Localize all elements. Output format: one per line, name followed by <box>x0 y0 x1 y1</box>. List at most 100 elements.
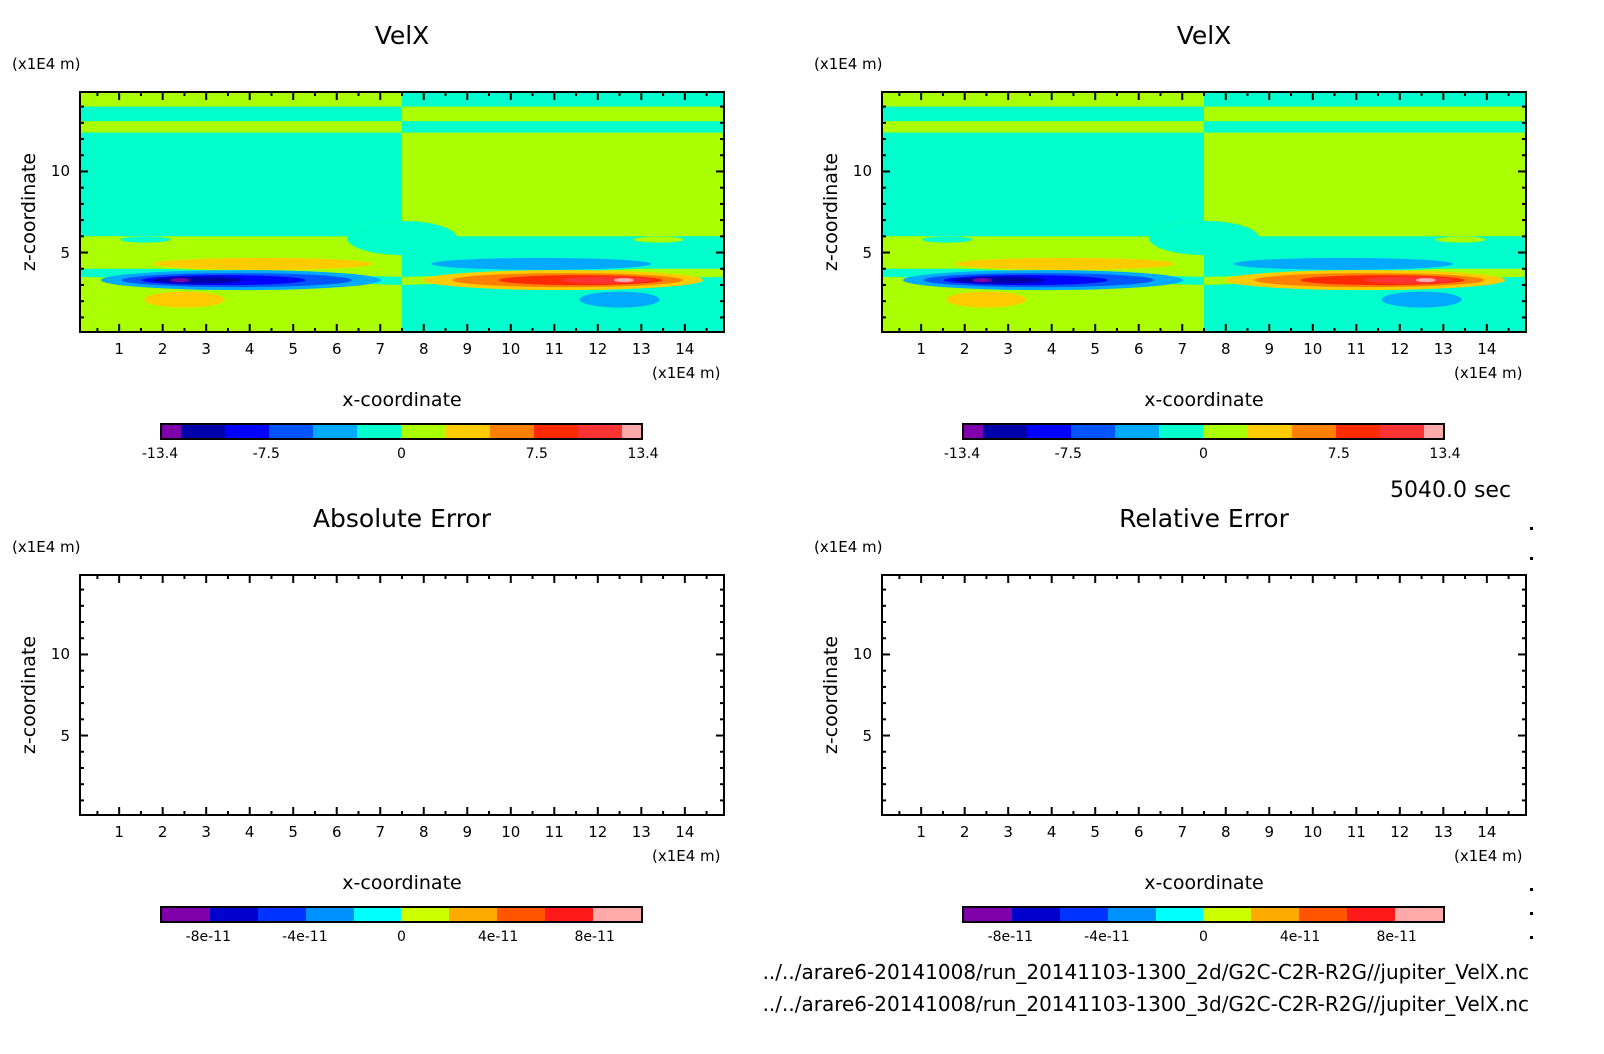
colorbar-tick-label: 4e-11 <box>1279 929 1321 945</box>
x-tick-label: 10 <box>1303 823 1323 841</box>
x-tick-label: 4 <box>1046 823 1057 841</box>
x-tick-label: 2 <box>157 823 168 841</box>
plot-frame <box>881 574 1527 816</box>
colorbar-segment <box>1395 908 1443 921</box>
contour-lobe <box>152 257 373 270</box>
x-tick-label: 1 <box>916 340 926 358</box>
x-tick-label: 8 <box>1220 340 1231 358</box>
colorbar-segment <box>162 425 181 438</box>
contour-lobe <box>144 291 225 308</box>
x-tick-label: 13 <box>1433 823 1453 841</box>
x-tick-label: 11 <box>1346 340 1366 358</box>
colorbar-segment <box>268 425 314 438</box>
z-tick-label: 10 <box>50 162 70 181</box>
colorbar-segment <box>1251 908 1300 921</box>
colorbar-segment <box>964 908 1012 921</box>
contour-band <box>402 293 724 332</box>
colorbar-tick-label: -4e-11 <box>1084 929 1130 945</box>
x-axis-unit: (x1E4 m) <box>652 364 721 382</box>
colorbar-segment <box>1011 908 1060 921</box>
plot-area <box>79 91 725 333</box>
plot-panel-relative-error: Relative Error (x1E4 m) z-coordinate (x1E4 … <box>802 483 1604 966</box>
colorbar-segment <box>257 908 306 921</box>
file-path-2d: ../../arare6-20141008/run_20141103-1300_… <box>762 960 1529 984</box>
x-tick-label: 10 <box>1303 340 1323 358</box>
colorbar-segment <box>224 425 269 438</box>
contour-lobe <box>431 257 652 270</box>
contour-band <box>1204 293 1526 332</box>
x-tick-label: 4 <box>1046 340 1057 358</box>
x-tick-label: 3 <box>1003 340 1013 358</box>
x-axis-label: x-coordinate <box>1144 389 1264 411</box>
colorbar-segment <box>1203 908 1252 921</box>
marker-dot <box>1530 912 1533 915</box>
colorbar-segment <box>1380 425 1425 438</box>
colorbar-segment <box>209 908 258 921</box>
x-tick-label: 5 <box>1090 340 1100 358</box>
x-tick-label: 11 <box>544 340 564 358</box>
x-tick-label: 5 <box>288 340 298 358</box>
colorbar-tick-label: -8e-11 <box>185 929 232 945</box>
x-tick-label: 7 <box>375 823 386 841</box>
x-tick-label: 2 <box>959 340 970 358</box>
contour-core <box>972 278 993 283</box>
colorbar-tick-label: 0 <box>1199 929 1208 945</box>
x-axis-label: x-coordinate <box>342 389 462 411</box>
contour-band <box>882 293 1204 332</box>
contour-core <box>170 278 191 283</box>
colorbar-tick-label: 4e-11 <box>477 929 519 945</box>
contour-core <box>561 276 652 284</box>
x-tick-label: 12 <box>588 340 608 358</box>
colorbar <box>160 423 643 440</box>
file-path-3d: ../../arare6-20141008/run_20141103-1300_… <box>762 992 1529 1016</box>
x-tick-label: 6 <box>331 340 342 358</box>
contour-lobe <box>946 291 1027 308</box>
x-axis-label: x-coordinate <box>1144 872 1264 894</box>
colorbar-segment <box>313 425 358 438</box>
colorbar-segment <box>357 425 402 438</box>
x-tick-label: 6 <box>1133 823 1144 841</box>
colorbar-tick-label: -7.5 <box>1054 446 1082 462</box>
marker-dot <box>1530 888 1533 891</box>
contour-core <box>954 276 1045 284</box>
z-tick-label: 5 <box>862 243 872 262</box>
colorbar-tick-label: 13.4 <box>627 446 659 462</box>
x-tick-label: 14 <box>675 340 695 358</box>
colorbar-segment <box>180 425 225 438</box>
x-tick-label: 14 <box>1477 823 1497 841</box>
x-tick-label: 8 <box>1220 823 1231 841</box>
contour-band <box>882 92 1204 107</box>
colorbar <box>160 906 643 923</box>
plot-panel-absolute-error: Absolute Error (x1E4 m) z-coordinate (x1E4 … <box>0 483 802 966</box>
contour-lobe <box>1381 291 1462 308</box>
colorbar-segment <box>1347 908 1396 921</box>
colorbar-segment <box>1107 908 1156 921</box>
x-tick-label: 13 <box>631 340 651 358</box>
x-tick-label: 1 <box>916 823 926 841</box>
marker-dot <box>1530 527 1533 530</box>
z-axis-label: z-coordinate <box>820 635 842 755</box>
x-tick-label: 12 <box>1390 340 1410 358</box>
colorbar <box>962 906 1445 923</box>
contour-core <box>613 278 634 283</box>
x-tick-label: 6 <box>331 823 342 841</box>
contour-plot <box>881 91 1527 333</box>
x-tick-label: 5 <box>288 823 298 841</box>
contour-lobe <box>579 291 660 308</box>
x-tick-label: 7 <box>375 340 386 358</box>
x-tick-label: 2 <box>157 340 168 358</box>
contour-plot <box>881 574 1527 816</box>
x-tick-label: 9 <box>462 823 473 841</box>
colorbar-segment <box>1203 425 1248 438</box>
z-axis-unit: (x1E4 m) <box>814 55 883 73</box>
z-axis-label: z-coordinate <box>820 152 842 272</box>
z-tick-label: 10 <box>852 162 872 181</box>
contour-band <box>347 220 457 255</box>
z-axis-label: z-coordinate <box>18 152 40 272</box>
x-tick-label: 4 <box>244 823 255 841</box>
x-tick-label: 4 <box>244 340 255 358</box>
x-tick-label: 1 <box>114 340 124 358</box>
x-tick-label: 13 <box>631 823 651 841</box>
x-tick-label: 8 <box>418 823 429 841</box>
contour-lobe <box>954 257 1175 270</box>
